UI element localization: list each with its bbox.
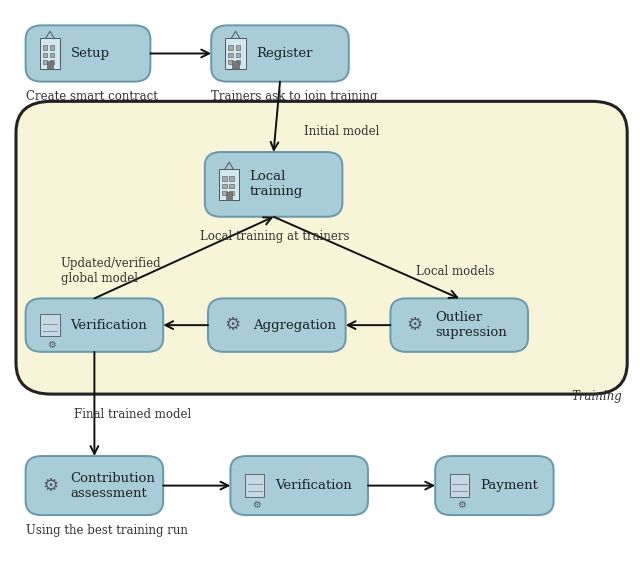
Text: Setup: Setup (70, 47, 109, 60)
Text: Verification: Verification (275, 479, 352, 492)
FancyBboxPatch shape (390, 298, 528, 352)
Text: Local models: Local models (416, 265, 495, 278)
Text: Payment: Payment (480, 479, 538, 492)
Text: Register: Register (256, 47, 312, 60)
Bar (47, 61, 53, 69)
Bar (229, 176, 234, 181)
Bar (222, 176, 227, 181)
Bar (229, 191, 234, 195)
FancyBboxPatch shape (208, 298, 346, 352)
Bar (228, 60, 233, 64)
Text: ⚙: ⚙ (457, 500, 466, 510)
Text: Contribution
assessment: Contribution assessment (70, 472, 156, 499)
Text: ⚙: ⚙ (224, 316, 241, 334)
Bar (50, 60, 54, 64)
FancyBboxPatch shape (26, 456, 163, 515)
Text: Verification: Verification (70, 319, 147, 332)
FancyBboxPatch shape (245, 474, 264, 497)
Text: Final trained model: Final trained model (74, 408, 191, 421)
Bar (50, 45, 54, 50)
FancyBboxPatch shape (211, 25, 349, 82)
FancyBboxPatch shape (16, 101, 627, 394)
FancyBboxPatch shape (205, 152, 342, 217)
Bar (43, 45, 47, 50)
Text: Aggregation: Aggregation (253, 319, 336, 332)
Bar (222, 184, 227, 188)
Bar (228, 52, 233, 57)
Bar (50, 52, 54, 57)
Text: Updated/verified
global model: Updated/verified global model (61, 257, 161, 285)
FancyBboxPatch shape (450, 474, 469, 497)
FancyBboxPatch shape (225, 38, 246, 69)
Text: ⚙: ⚙ (42, 477, 58, 494)
Text: Local training at trainers: Local training at trainers (200, 230, 350, 243)
Text: ⚙: ⚙ (47, 340, 56, 350)
Bar (229, 184, 234, 188)
Text: ⊞: ⊞ (44, 318, 56, 333)
FancyBboxPatch shape (230, 456, 368, 515)
Text: Training: Training (572, 390, 622, 403)
Text: ⊞: ⊞ (248, 478, 261, 493)
FancyBboxPatch shape (26, 25, 150, 82)
Bar (232, 61, 239, 69)
Bar (222, 191, 227, 195)
Text: ⚙: ⚙ (406, 316, 423, 334)
FancyBboxPatch shape (40, 314, 60, 337)
Bar (226, 192, 232, 200)
FancyBboxPatch shape (219, 169, 239, 200)
Bar (236, 52, 240, 57)
FancyBboxPatch shape (26, 298, 163, 352)
Text: ⚙: ⚙ (252, 500, 261, 510)
Text: Local
training: Local training (250, 171, 303, 198)
Text: ⊞: ⊞ (453, 478, 466, 493)
FancyBboxPatch shape (40, 38, 60, 69)
Text: Using the best training run: Using the best training run (26, 524, 188, 537)
Text: Trainers ask to join training: Trainers ask to join training (211, 90, 378, 103)
Bar (43, 52, 47, 57)
Bar (43, 60, 47, 64)
Bar (236, 45, 240, 50)
FancyBboxPatch shape (435, 456, 554, 515)
Text: Outlier
supression: Outlier supression (435, 311, 507, 339)
Bar (236, 60, 240, 64)
Bar (228, 45, 233, 50)
Text: Create smart contract: Create smart contract (26, 90, 157, 103)
Text: Initial model: Initial model (304, 125, 380, 138)
